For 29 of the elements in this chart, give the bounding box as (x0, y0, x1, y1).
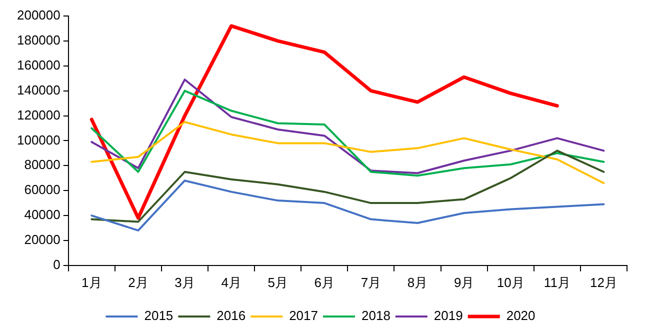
x-tick-label: 7月 (360, 274, 382, 290)
x-tick-label: 8月 (407, 274, 428, 290)
x-tick-label: 5月 (268, 274, 288, 290)
y-tick-label: 180000 (16, 32, 60, 48)
y-tick-label: 60000 (24, 182, 60, 198)
y-tick-label: 200000 (16, 8, 60, 23)
y-tick-label: 20000 (24, 232, 60, 248)
y-tick-label: 140000 (16, 82, 60, 98)
legend-label: 2018 (362, 308, 390, 324)
x-tick-label: 3月 (174, 274, 195, 290)
legend-label: 2017 (289, 308, 318, 324)
x-tick-label: 9月 (454, 274, 474, 290)
x-tick-label: 6月 (314, 274, 335, 290)
y-tick-label: 40000 (24, 207, 60, 222)
x-tick-label: 10月 (496, 274, 524, 290)
legend-label: 2020 (506, 308, 536, 324)
y-tick-label: 160000 (16, 57, 60, 72)
legend-label: 2016 (216, 308, 246, 324)
x-tick-label: 1月 (82, 274, 102, 290)
y-tick-label: 80000 (24, 157, 60, 172)
legend-label: 2015 (144, 308, 174, 324)
x-tick-label: 2月 (128, 274, 148, 290)
x-tick-label: 12月 (590, 274, 618, 290)
x-tick-label: 11月 (544, 274, 570, 290)
legend-label: 2019 (434, 308, 463, 324)
y-tick-label: 120000 (16, 107, 60, 122)
x-tick-label: 4月 (221, 274, 242, 290)
y-tick-label: 100000 (16, 132, 60, 148)
y-tick-label: 0 (53, 256, 60, 272)
